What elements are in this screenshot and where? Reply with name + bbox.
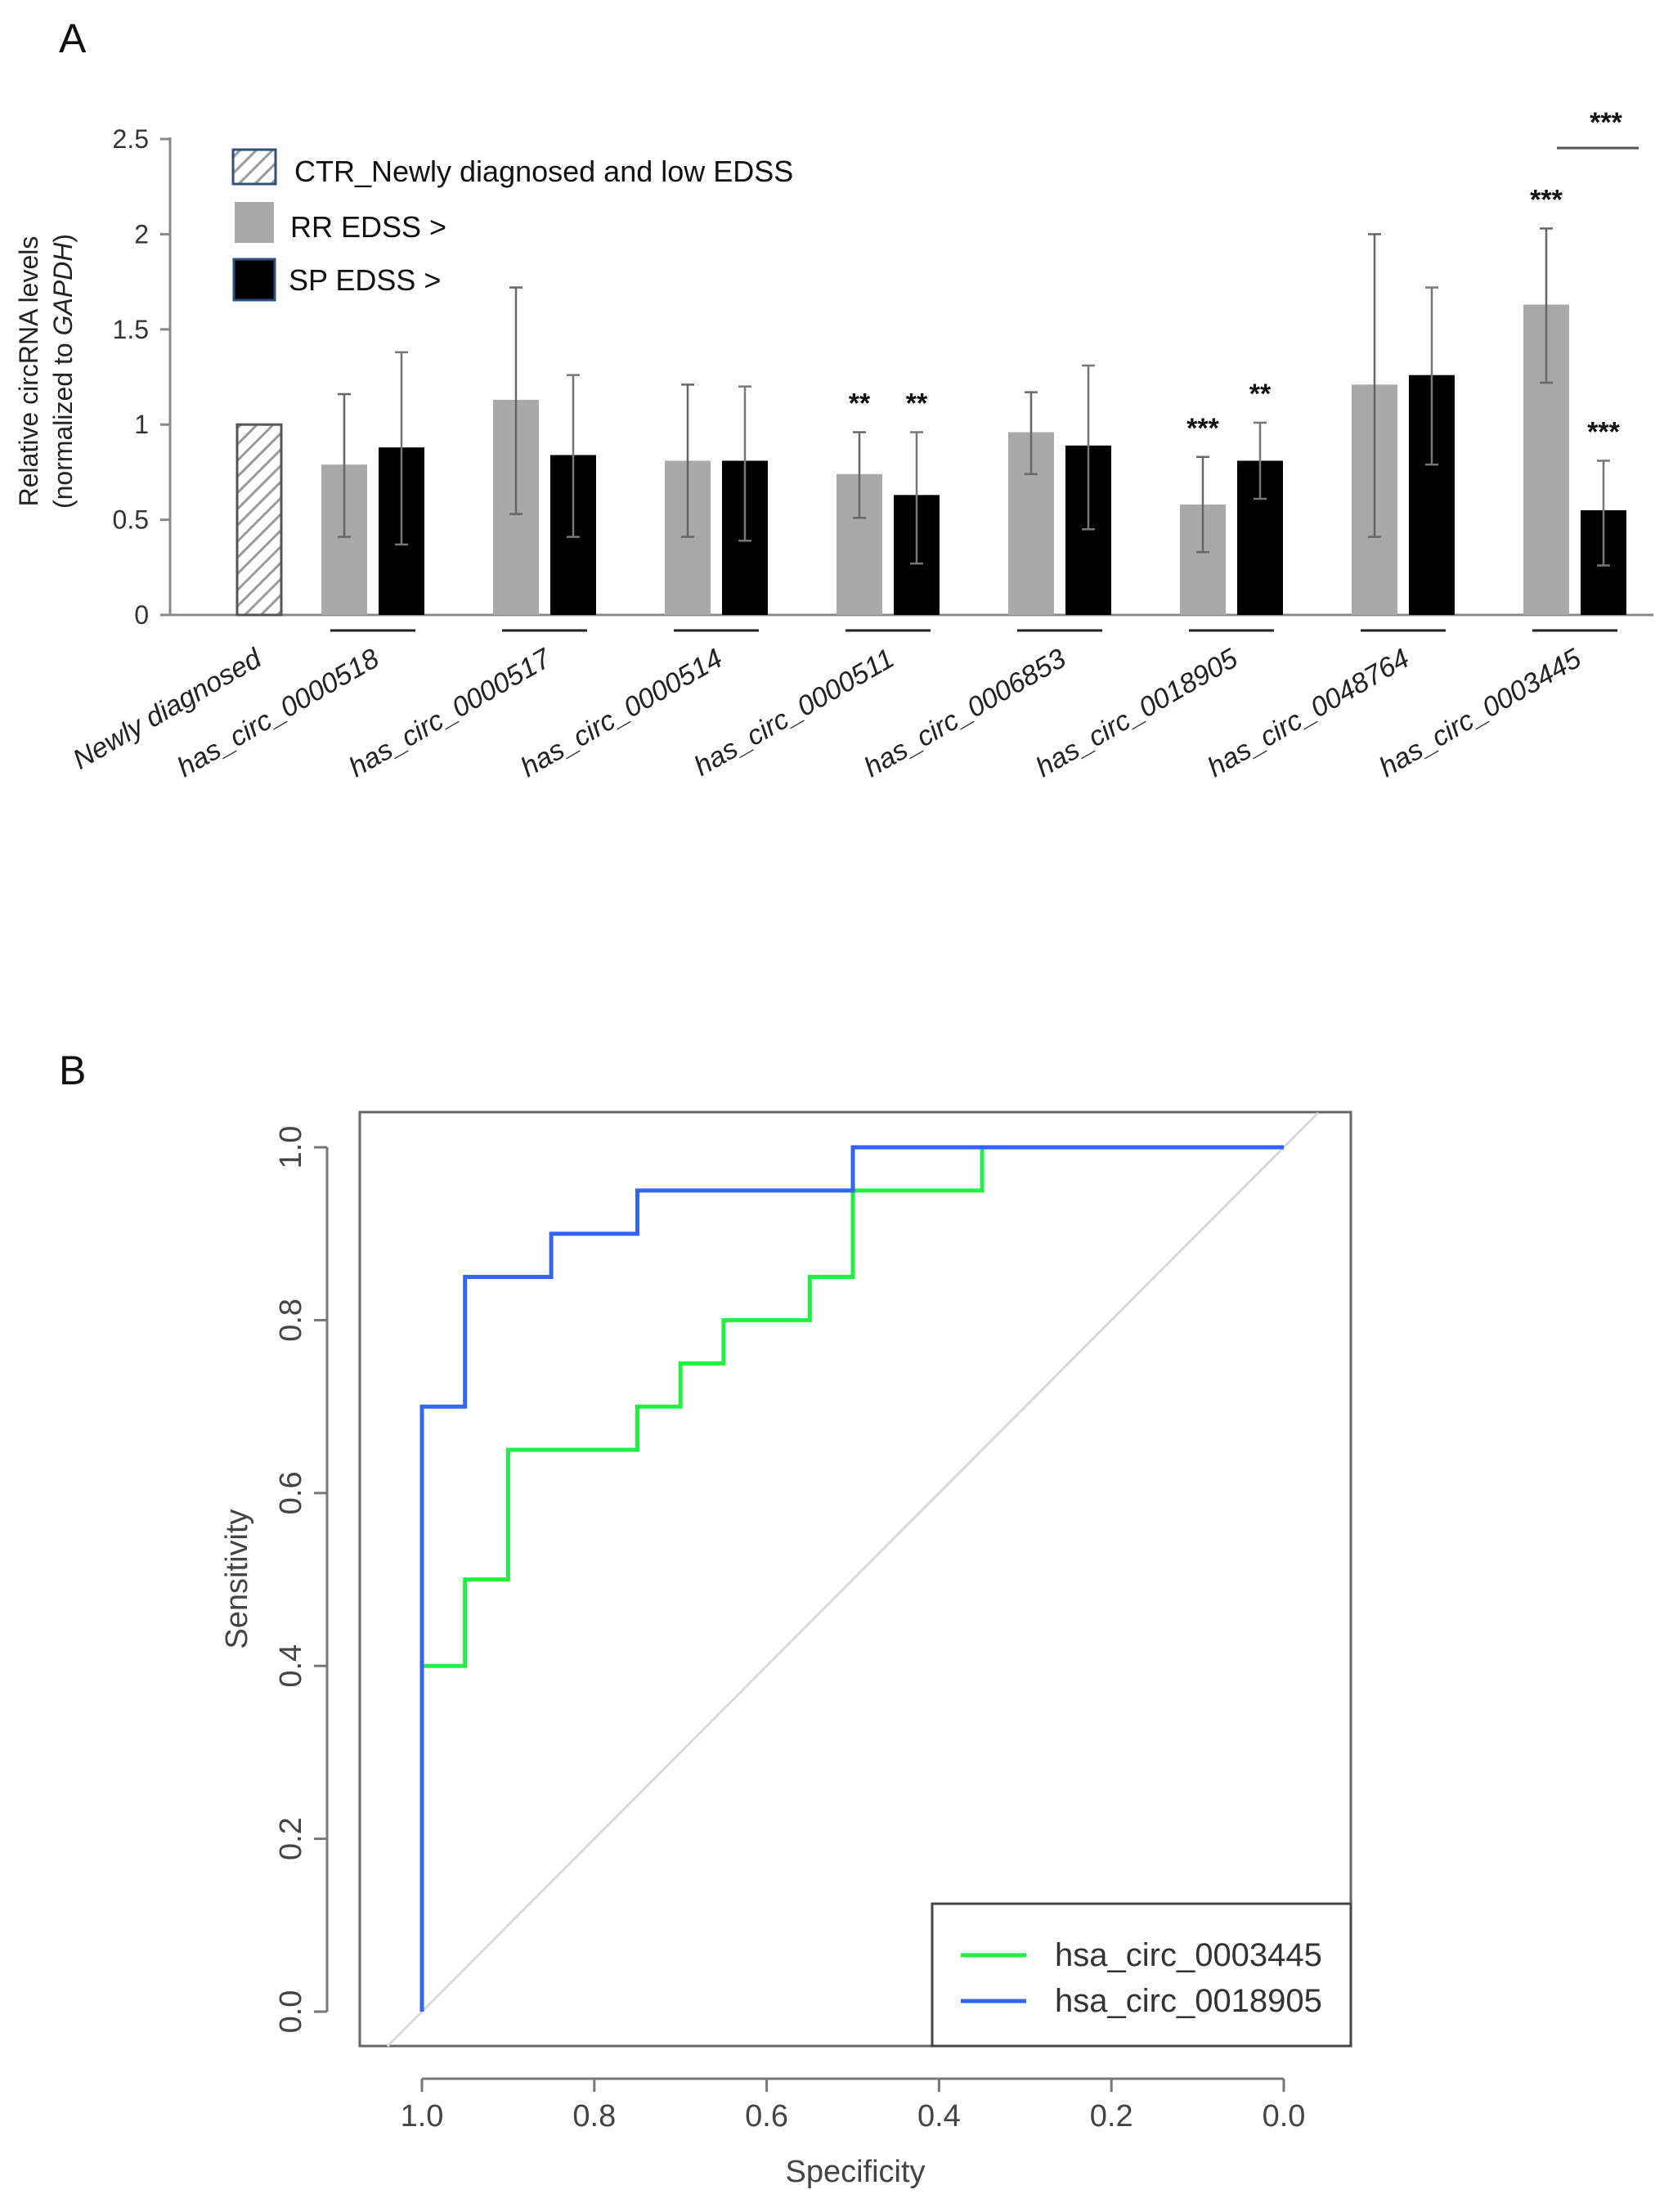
- legend-sp-label: SP EDSS >: [289, 263, 441, 297]
- y-tick-label: 0: [134, 600, 149, 630]
- x-tick-label: 0.6: [745, 2099, 788, 2133]
- diagonal-reference-line: [386, 1111, 1320, 2048]
- significance-label: **: [1249, 379, 1272, 410]
- category-label: Newly diagnosed: [68, 642, 267, 775]
- y-tick-label: 1.0: [274, 1126, 308, 1169]
- panel-b-axes: 1.0 0.8 0.6 0.4 0.2 0.0 0.0 0.2 0.4 0.6 0.8 1.0: [274, 1126, 1305, 2133]
- y-tick-label: 0.5: [113, 505, 149, 535]
- x-tick-label: 0.0: [1263, 2099, 1306, 2133]
- legend-ctr-swatch: [231, 148, 277, 186]
- panel-b-ylabel: Sensitivity: [220, 1509, 254, 1649]
- panel-b-legend-box: [931, 1902, 1352, 2048]
- legend-sp-swatch: [232, 258, 276, 302]
- y-tick-label: 0.2: [274, 1817, 308, 1860]
- y-tick-label: 2: [134, 219, 149, 249]
- panel-a-category-labels: Newly diagnosedhas_circ_0000518has_circ_…: [68, 642, 1586, 783]
- y-tick-label: 0.0: [274, 1990, 308, 2034]
- panel-a-letter: A: [59, 16, 87, 61]
- ylabel-gene: GAPDH: [48, 242, 78, 336]
- legend-rr-swatch: [235, 202, 274, 243]
- y-tick-label: 2.5: [113, 124, 149, 154]
- y-tick-label: 0.8: [274, 1299, 308, 1342]
- panel-b-xlabel: Specificity: [785, 2155, 925, 2189]
- significance-label: ***: [1530, 184, 1563, 215]
- significance-label: ***: [1186, 413, 1219, 444]
- ylabel-suffix: ): [48, 234, 78, 243]
- x-tick-label: 0.8: [572, 2099, 616, 2133]
- x-tick-label: 0.4: [917, 2099, 961, 2133]
- panel-a-ylabel-line1: Relative circRNA levels: [14, 236, 43, 507]
- ylabel-prefix: (normalized to: [48, 335, 78, 509]
- significance-label: ***: [1587, 416, 1620, 447]
- y-tick-label: 0.4: [274, 1644, 308, 1688]
- panel-b-legend: hsa_circ_0003445 hsa_circ_0018905: [931, 1902, 1352, 2048]
- x-tick-label: 0.2: [1090, 2099, 1133, 2133]
- x-tick-label: 1.0: [401, 2099, 444, 2133]
- legend-blue-label: hsa_circ_0018905: [1055, 1983, 1322, 2019]
- panel-a-ylabel-line2: (normalized to GAPDH): [48, 234, 78, 509]
- panel-b: B 1.0 0.8 0.6 0.4 0.2 0.0 0.0 0.2 0.4 0.6 0.8 1.0 S…: [59, 1048, 1352, 2189]
- legend-green-label: hsa_circ_0003445: [1055, 1937, 1322, 1973]
- panel-a-y-ticks: 0 0.5 1 1.5 2 2.5: [113, 124, 170, 630]
- panel-b-letter: B: [59, 1048, 86, 1093]
- panel-b-roc-curves: [386, 1111, 1320, 2048]
- y-tick-label: 0.6: [274, 1471, 308, 1514]
- roc-curve-hsa-circ-0018905: [419, 1145, 1284, 2012]
- significance-label: **: [906, 388, 928, 420]
- y-tick-label: 1.5: [113, 315, 149, 344]
- legend-rr-label: RR EDSS >: [290, 210, 446, 244]
- panel-b-plot-frame: [358, 1110, 1352, 2048]
- panel-a-legend: CTR_Newly diagnosed and low EDSS RR EDSS…: [231, 148, 793, 302]
- bracket-significance: ***: [1590, 107, 1622, 138]
- legend-ctr-label: CTR_Newly diagnosed and low EDSS: [294, 155, 793, 188]
- significance-label: **: [849, 388, 871, 420]
- panel-a-bars: ********** ********: [235, 107, 1639, 632]
- panel-a: A Relative circRNA levels (normalized to…: [14, 16, 1653, 783]
- bar-ctr-newly-diagnosed: [235, 423, 283, 617]
- y-tick-label: 1: [134, 410, 149, 439]
